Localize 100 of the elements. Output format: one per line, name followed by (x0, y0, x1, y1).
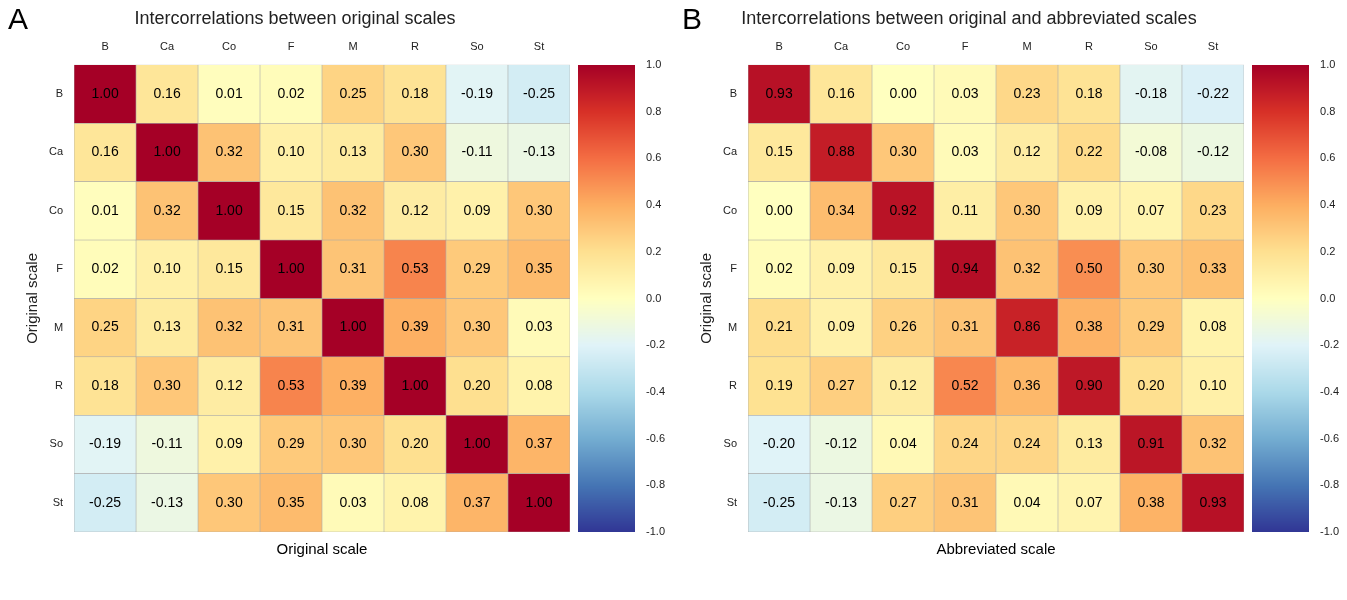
data-label: 1.00 (153, 143, 181, 160)
data-label: 0.24 (951, 435, 979, 452)
data-label: -0.20 (763, 435, 796, 452)
color-bar-label: -0.6 (1320, 431, 1340, 444)
data-label: 0.03 (525, 318, 553, 335)
x-tick-label: St (533, 40, 545, 53)
data-label: -0.11 (461, 143, 493, 160)
data-label: 1.00 (277, 260, 305, 277)
x-tick-label: B (101, 40, 109, 53)
data-label: 0.39 (401, 318, 429, 335)
data-label: 0.25 (91, 318, 119, 335)
color-bar-label: -0.4 (1320, 384, 1340, 397)
data-label: 0.09 (827, 318, 855, 335)
y-tick-label: Ca (49, 145, 64, 158)
data-label: 0.10 (277, 143, 305, 160)
data-label: 0.30 (889, 143, 917, 160)
data-label: 0.38 (1075, 318, 1103, 335)
data-label: 0.50 (1075, 260, 1103, 277)
x-tick-label: F (287, 40, 295, 53)
data-label: -0.25 (89, 493, 122, 510)
data-label: 0.18 (1075, 84, 1103, 101)
data-label: 0.12 (215, 376, 243, 393)
data-label: 0.07 (1137, 201, 1165, 218)
text: A (8, 2, 29, 36)
x-tick-label: Co (896, 40, 911, 53)
data-label: 0.93 (765, 84, 793, 101)
y-tick-label: Ca (723, 145, 738, 158)
color-bar-label: 0.4 (1320, 197, 1336, 210)
color-bar-label: 0.8 (646, 104, 662, 117)
data-label: 0.30 (1013, 201, 1041, 218)
y-tick-label: M (53, 320, 64, 333)
data-label: 0.93 (1199, 493, 1227, 510)
data-label: 0.20 (1137, 376, 1165, 393)
color-bar-label: -0.4 (646, 384, 666, 397)
x-tick-label: B (775, 40, 783, 53)
data-label: 0.24 (1013, 435, 1041, 452)
data-label: -0.12 (825, 435, 858, 452)
y-tick-label: M (727, 320, 738, 333)
color-bar-label: -0.6 (646, 431, 666, 444)
data-label: 0.02 (277, 84, 305, 101)
data-label: 0.03 (951, 143, 979, 160)
data-label: -0.13 (523, 143, 556, 160)
data-label: 0.29 (463, 260, 491, 277)
x-tick-label: Ca (160, 40, 175, 53)
data-label: 0.39 (339, 376, 367, 393)
data-label: 0.20 (463, 376, 491, 393)
color-bar-label: -1.0 (646, 524, 666, 537)
data-label: 0.12 (401, 201, 429, 218)
data-label: 0.08 (1199, 318, 1227, 335)
y-tick-label: Co (723, 203, 738, 216)
data-label: -0.19 (461, 84, 494, 101)
data-label: 0.15 (277, 201, 305, 218)
data-label: 0.13 (153, 318, 181, 335)
data-label: 0.27 (889, 493, 917, 510)
data-label: 0.91 (1137, 435, 1165, 452)
x-tick-label: So (1144, 40, 1158, 53)
data-label: -0.25 (523, 84, 556, 101)
data-label: 0.08 (401, 493, 429, 510)
y-tick-label: So (49, 437, 64, 450)
y-axis-title: Original scale (23, 252, 41, 344)
data-label: -0.13 (151, 493, 184, 510)
x-tick-label: Co (222, 40, 237, 53)
data-label: 0.15 (215, 260, 243, 277)
x-tick-label: St (1207, 40, 1219, 53)
color-bar-label: -0.8 (646, 478, 666, 491)
data-label: 0.90 (1075, 376, 1103, 393)
data-label: 0.12 (1013, 143, 1041, 160)
color-bar-label: -0.2 (646, 338, 666, 351)
data-label: 0.22 (1075, 143, 1103, 160)
color-bar-label: 0.2 (1320, 244, 1336, 257)
data-label: 0.53 (401, 260, 429, 277)
y-tick-label: R (729, 379, 738, 392)
data-label: -0.11 (151, 435, 183, 452)
chart-title: Intercorrelations between original and abbreviated scales (741, 7, 1197, 28)
data-label: 0.12 (889, 376, 917, 393)
y-tick-label: St (726, 495, 738, 508)
color-bar-label: 0.0 (1320, 291, 1336, 304)
data-label: 0.15 (889, 260, 917, 277)
data-label: 1.00 (525, 493, 553, 510)
data-label: 0.94 (951, 260, 979, 277)
y-tick-label: F (56, 262, 64, 275)
data-label: -0.18 (1135, 84, 1168, 101)
data-label: 0.04 (889, 435, 917, 452)
chart-title: Intercorrelations between original scales (134, 7, 456, 28)
y-tick-label: B (55, 87, 64, 100)
data-label: 0.18 (401, 84, 429, 101)
data-label: -0.13 (825, 493, 858, 510)
data-label: 0.03 (951, 84, 979, 101)
data-label: 0.13 (1075, 435, 1103, 452)
data-label: 0.16 (91, 143, 119, 160)
color-bar-label: 0.6 (1320, 151, 1336, 164)
x-tick-label: Ca (834, 40, 849, 53)
data-label: 0.09 (463, 201, 491, 218)
data-label: 0.00 (765, 201, 793, 218)
data-label: 0.10 (1199, 376, 1227, 393)
data-label: -0.22 (1197, 84, 1230, 101)
data-label: 0.08 (525, 376, 553, 393)
y-tick-label: R (55, 379, 64, 392)
data-label: 0.20 (401, 435, 429, 452)
x-axis-title: Original scale (276, 540, 368, 557)
